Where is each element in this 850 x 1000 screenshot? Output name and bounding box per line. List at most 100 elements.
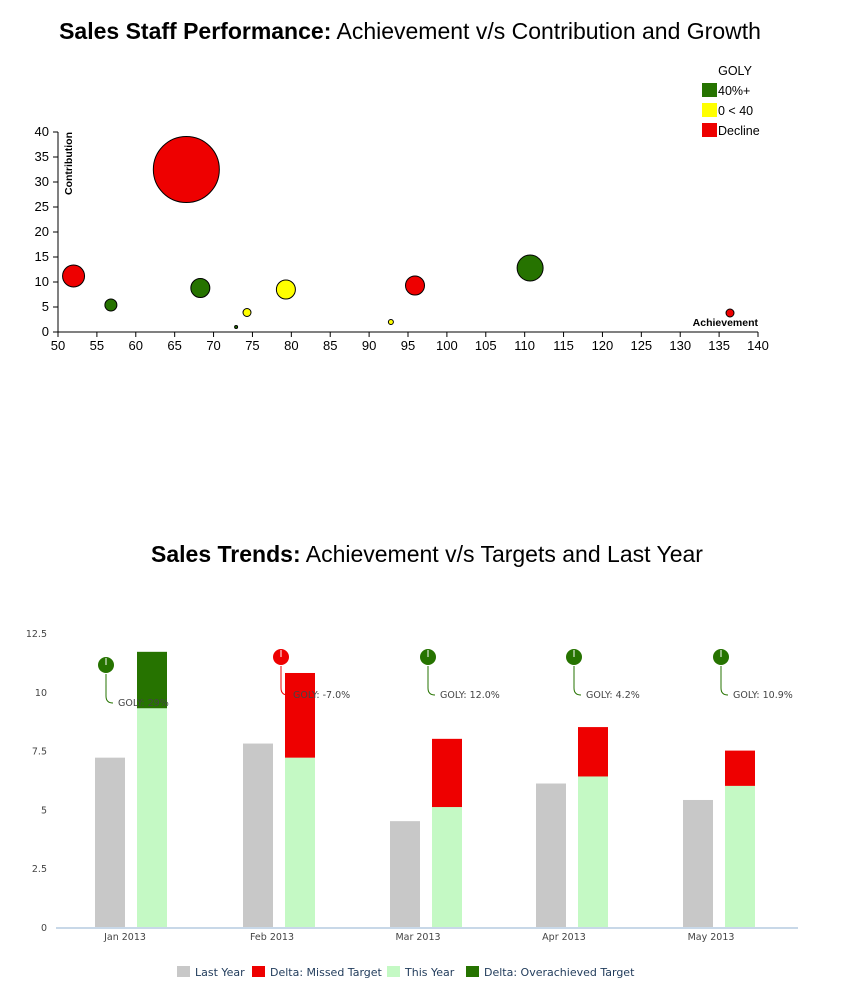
chart2-title-rest: Achievement v/s Targets and Last Year <box>300 541 703 567</box>
legend-label: 0 < 40 <box>718 104 753 118</box>
bubble-point <box>242 308 252 317</box>
legend-label: Last Year <box>195 966 245 979</box>
bubble-point <box>275 279 296 300</box>
legend-label: Delta: Overachieved Target <box>484 966 635 979</box>
bar-last-year <box>95 757 125 927</box>
goly-connector <box>427 666 436 696</box>
bubble-point <box>62 264 86 288</box>
chart2-title-bold: Sales Trends: <box>151 541 301 567</box>
bubble-point <box>387 319 394 325</box>
x-tick-label: May 2013 <box>688 932 735 943</box>
legend-swatch <box>466 966 479 977</box>
bar-this-year <box>137 708 167 927</box>
legend-swatch <box>702 83 717 97</box>
bubble-point <box>725 308 735 318</box>
bubble-point <box>234 325 239 329</box>
x-tick-label: Jan 2013 <box>103 932 146 943</box>
y-tick-label: 0 <box>41 923 47 934</box>
x-tick-label: 110 <box>514 338 535 353</box>
legend-swatch <box>702 103 717 117</box>
goly-connector <box>105 674 114 704</box>
bubble-point <box>104 298 118 312</box>
x-tick-label: 55 <box>90 338 104 353</box>
bar-delta-overachieved <box>137 651 167 709</box>
y-tick-label: 15 <box>35 249 49 264</box>
bar-last-year <box>683 799 713 927</box>
bar-delta-missed <box>578 727 608 777</box>
bar-delta-missed <box>285 672 315 758</box>
chart2-title: Sales Trends: Achievement v/s Targets an… <box>2 541 850 568</box>
goly-label: GOLY: -7.0% <box>293 690 350 701</box>
legend-label: Delta: Missed Target <box>270 966 383 979</box>
bar-this-year <box>725 785 755 927</box>
bar-last-year <box>243 743 273 927</box>
bar-this-year <box>578 776 608 927</box>
goly-connector <box>573 666 582 696</box>
x-tick-label: 95 <box>401 338 415 353</box>
y-tick-label: 40 <box>35 124 49 139</box>
y-axis-label: Contribution <box>63 132 75 195</box>
y-tick-label: 5 <box>41 805 47 816</box>
x-tick-label: 75 <box>245 338 259 353</box>
bubble-point <box>190 278 211 298</box>
y-tick-label: 35 <box>35 149 49 164</box>
bar-delta-missed <box>432 738 462 808</box>
y-tick-label: 0 <box>42 324 49 339</box>
x-tick-label: 125 <box>630 338 652 353</box>
legend-label: Decline <box>718 124 760 138</box>
bubble-chart: 50 55 60 65 70 75 80 85 90 95 100 105 110 115 120 125 13… <box>35 64 769 353</box>
bubble-point <box>152 136 220 203</box>
y-tick-label: 10 <box>35 274 49 289</box>
x-tick-label: 90 <box>362 338 376 353</box>
bar-this-year <box>285 757 315 927</box>
x-tick-label: 85 <box>323 338 337 353</box>
legend-title: GOLY <box>718 64 752 78</box>
x-tick-label: 120 <box>592 338 614 353</box>
goly-connector <box>720 666 729 696</box>
legend-swatch <box>177 966 190 977</box>
bubble-point <box>405 275 425 296</box>
x-tick-label: 60 <box>129 338 143 353</box>
legend-swatch <box>702 123 717 137</box>
y-tick-label: 20 <box>35 224 49 239</box>
y-tick-label: 25 <box>35 199 49 214</box>
x-tick-label: 105 <box>475 338 497 353</box>
bar-this-year <box>432 807 462 927</box>
legend-swatch <box>387 966 400 977</box>
chart1-title: Sales Staff Performance: Achievement v/s… <box>0 18 835 45</box>
x-tick-label: 65 <box>167 338 181 353</box>
goly-label: GOLY: 12.0% <box>440 690 500 701</box>
y-tick-label: 7.5 <box>32 747 47 758</box>
x-tick-label: 80 <box>284 338 298 353</box>
x-tick-label: 135 <box>708 338 730 353</box>
y-tick-label: 5 <box>42 299 49 314</box>
goly-connector <box>280 666 289 696</box>
goly-label: GOLY: 29% <box>118 698 169 709</box>
x-tick-label: 140 <box>747 338 769 353</box>
x-tick-label: 115 <box>553 338 574 353</box>
bar-last-year <box>390 821 420 927</box>
legend-label: This Year <box>404 966 455 979</box>
y-tick-label: 12.5 <box>26 629 47 640</box>
chart1-title-bold: Sales Staff Performance: <box>59 18 332 44</box>
x-tick-label: Mar 2013 <box>395 932 440 943</box>
bar-delta-missed <box>725 750 755 786</box>
chart1-title-rest: Achievement v/s Contribution and Growth <box>331 18 761 44</box>
legend-label: 40%+ <box>718 84 750 98</box>
x-axis-label: Achievement <box>693 317 759 329</box>
y-tick-label: 2.5 <box>32 864 47 875</box>
bubble-point <box>516 254 544 282</box>
x-tick-label: 100 <box>436 338 458 353</box>
x-tick-label: 70 <box>206 338 220 353</box>
x-tick-label: 130 <box>669 338 691 353</box>
x-tick-label: Apr 2013 <box>542 932 586 943</box>
bar-last-year <box>536 783 566 927</box>
y-tick-label: 10 <box>35 688 47 699</box>
legend-swatch <box>252 966 265 977</box>
goly-label: GOLY: 10.9% <box>733 690 793 701</box>
x-tick-label: Feb 2013 <box>250 932 294 943</box>
y-tick-label: 30 <box>35 174 49 189</box>
goly-label: GOLY: 4.2% <box>586 690 640 701</box>
x-tick-label: 50 <box>51 338 65 353</box>
